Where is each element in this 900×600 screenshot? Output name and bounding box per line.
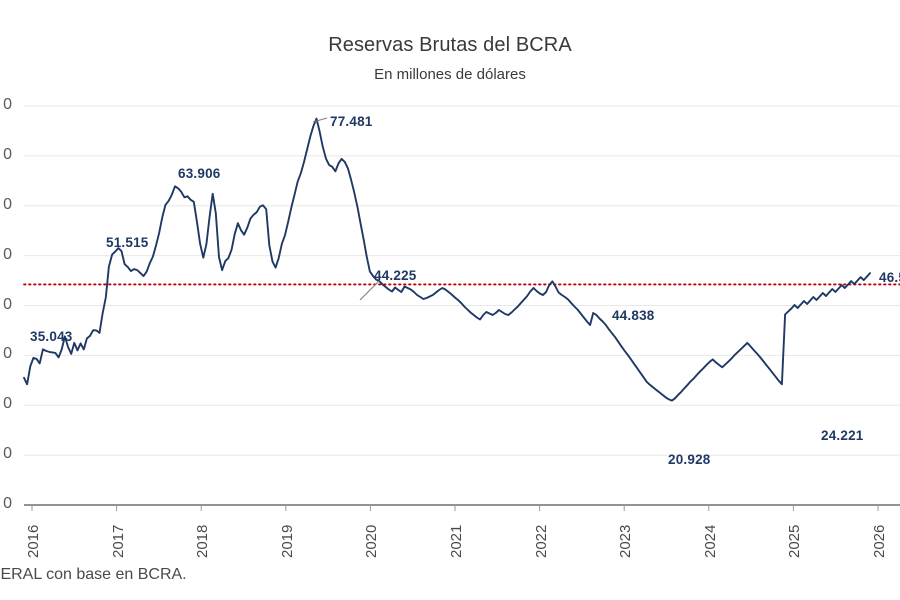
y-axis-label: 0 (3, 445, 12, 463)
y-axis-label: 0 (3, 96, 12, 113)
source-note: IERAL con base en BCRA. (0, 566, 187, 583)
x-axis-label-2024: 2024 (701, 524, 719, 558)
x-axis-label-2019: 2019 (278, 524, 296, 558)
y-axis-label: 0 (3, 245, 12, 263)
data-label: 46.5 (879, 270, 900, 285)
x-axis-ticks (31, 505, 879, 511)
x-axis-label-2025: 2025 (786, 524, 804, 558)
x-axis-label-2022: 2022 (532, 524, 550, 558)
gridlines (24, 105, 900, 506)
x-axis-label-2021: 2021 (448, 524, 465, 558)
y-axis-label: 0 (3, 145, 12, 163)
x-axis-label-2017: 2017 (109, 524, 127, 558)
chart-subtitle: En millones de dólares (374, 66, 526, 83)
data-label: 44.838 (612, 308, 655, 323)
callout-leader-lines (312, 117, 380, 301)
chart-title: Reservas Brutas del BCRA (328, 34, 572, 56)
data-label: 35.043 (30, 329, 73, 344)
data-label: 77.481 (330, 114, 373, 129)
x-axis-label-2018: 2018 (194, 524, 212, 558)
y-axis-label: 0 (3, 295, 12, 313)
y-axis-label: 0 (3, 395, 12, 413)
y-axis-label: 0 (3, 195, 12, 213)
data-label: 24.221 (821, 428, 864, 443)
data-label: 51.515 (106, 235, 149, 250)
series-line (23, 117, 871, 402)
data-label: 44.225 (374, 268, 417, 283)
y-axis-label: 0 (3, 345, 12, 363)
x-axis-label-2020: 2020 (363, 524, 381, 558)
x-axis-label-2016: 2016 (25, 524, 42, 558)
data-label: 63.906 (178, 166, 221, 181)
data-label: 20.928 (668, 452, 711, 467)
y-axis-label: 0 (3, 495, 12, 512)
x-axis-label-2026: 2026 (871, 524, 888, 558)
x-axis-label-2023: 2023 (617, 524, 635, 558)
